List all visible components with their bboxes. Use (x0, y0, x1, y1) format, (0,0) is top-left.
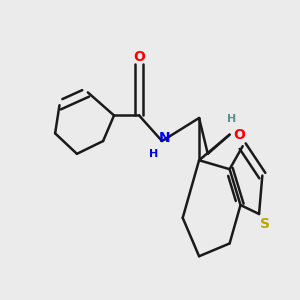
Text: H: H (148, 149, 158, 159)
Text: O: O (133, 50, 145, 64)
Text: S: S (260, 217, 269, 231)
Text: N: N (158, 131, 170, 146)
Text: H: H (227, 114, 236, 124)
Text: O: O (233, 128, 245, 142)
